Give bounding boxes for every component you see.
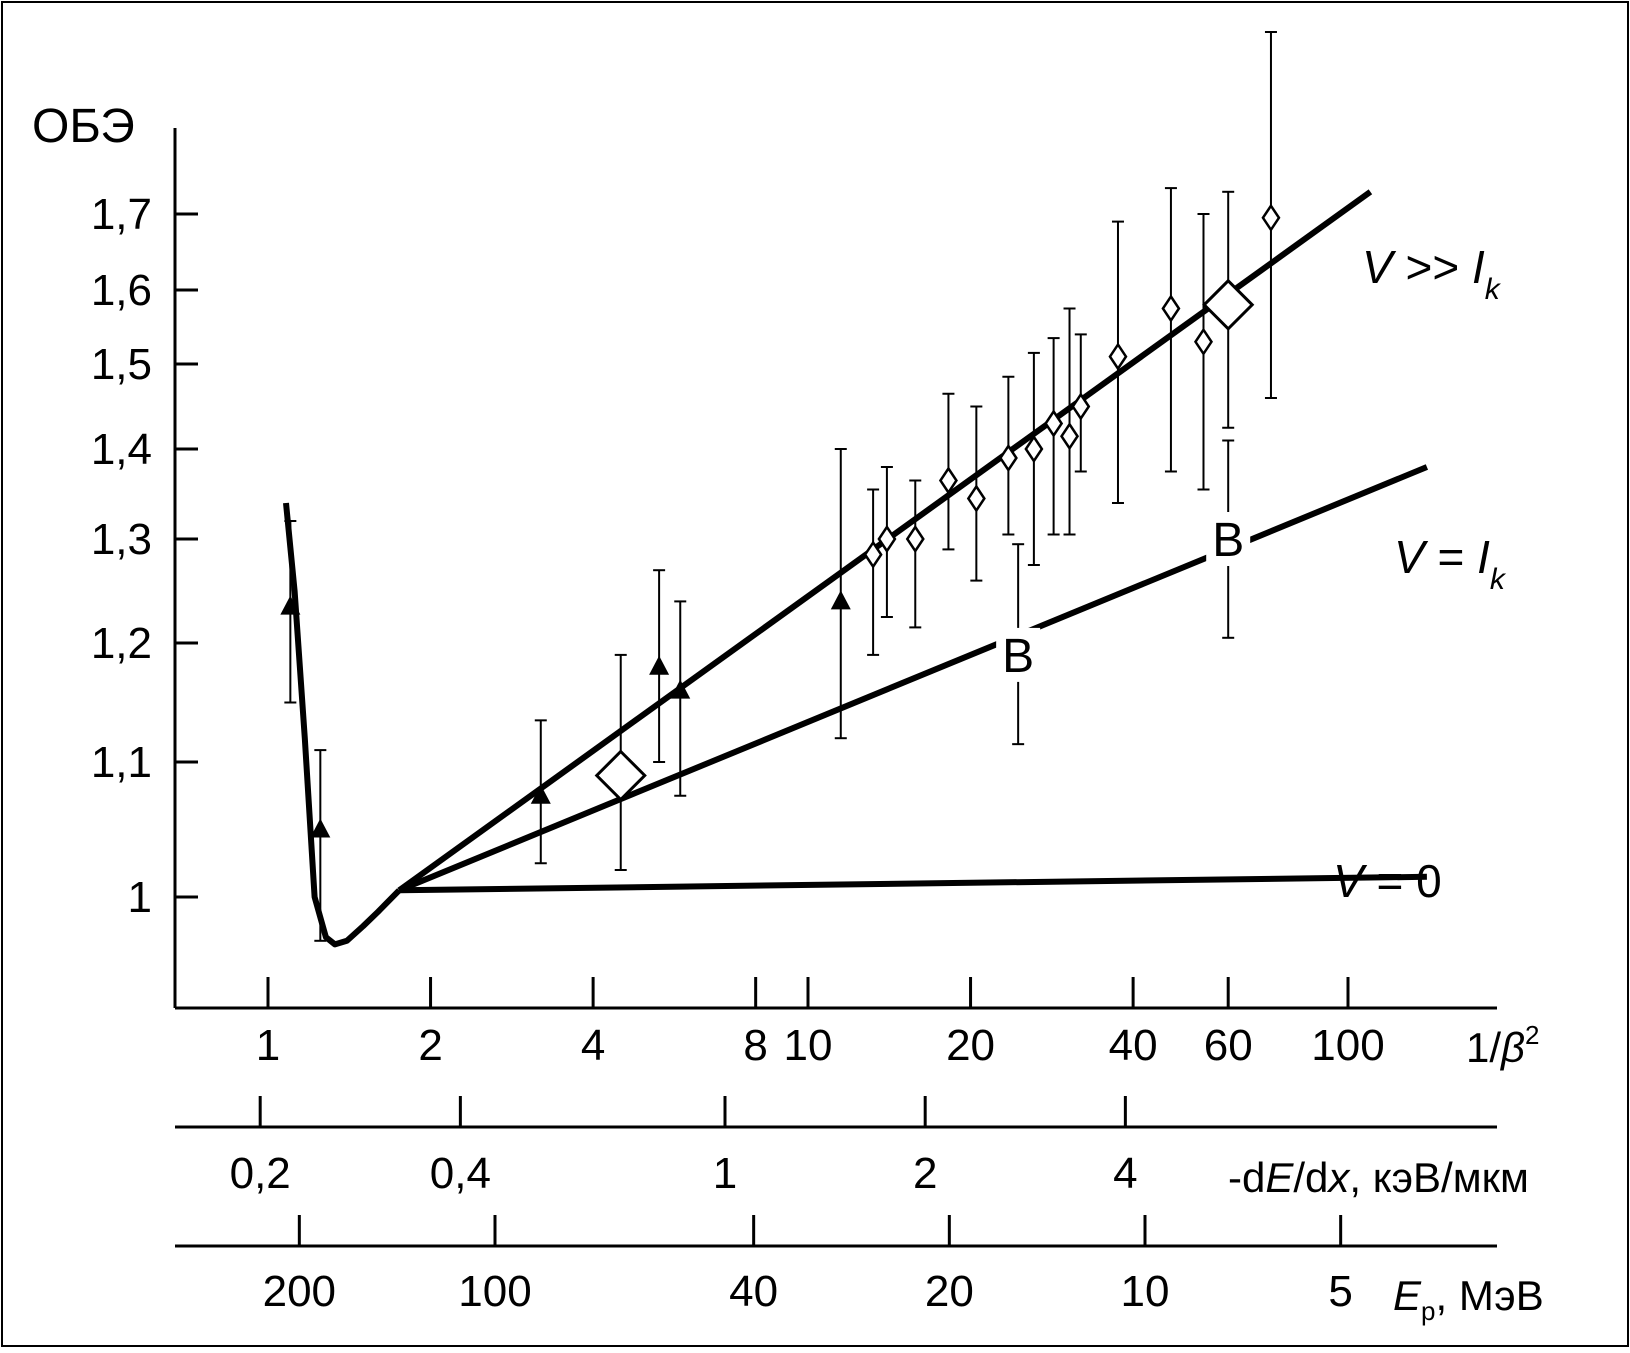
large-diamond-point bbox=[594, 749, 647, 802]
diamond-point bbox=[905, 524, 925, 554]
curve-label-part: V bbox=[1362, 241, 1397, 293]
axis-label-inv-beta2-sup: 2 bbox=[1525, 1020, 1539, 1050]
y-tick-label: 1,7 bbox=[91, 190, 152, 239]
triangle-point bbox=[670, 679, 691, 699]
x-tick-label: 2 bbox=[913, 1149, 937, 1198]
axis-label-dedx-part: /d bbox=[1293, 1154, 1328, 1201]
x-ticks: 1 2 4 8 10 20 40 60 100 0,2 0,4 1 2 4 200 100 40 20 10 5 bbox=[230, 977, 1385, 1316]
x-tick-label: 10 bbox=[1121, 1267, 1170, 1316]
axis-label-inv-beta2-symbol: β bbox=[1499, 1024, 1525, 1071]
x-tick-label: 100 bbox=[1311, 1021, 1384, 1070]
curve-line bbox=[398, 464, 1429, 894]
x-tick-label: 1 bbox=[256, 1021, 280, 1070]
x-tick-label: 4 bbox=[581, 1021, 605, 1070]
diamond-point bbox=[1261, 203, 1281, 233]
b-marker-bg bbox=[996, 627, 1041, 682]
x-tick-label: 8 bbox=[743, 1021, 767, 1070]
diamond-point bbox=[938, 466, 958, 495]
triangle-point bbox=[530, 784, 551, 804]
x-tick-label: 60 bbox=[1204, 1021, 1253, 1070]
curve-label-v-eq-0: V = 0 bbox=[1333, 855, 1442, 907]
x-tick-label: 0,4 bbox=[430, 1149, 491, 1198]
axis-label-dedx-unit: , кэВ/мкм bbox=[1349, 1154, 1528, 1201]
diamond-point bbox=[966, 484, 986, 513]
triangle-point bbox=[280, 595, 301, 615]
axis-label-dedx-part: -d bbox=[1228, 1154, 1265, 1201]
curve-low-energy bbox=[283, 502, 402, 948]
curve-label-part: = 0 bbox=[1364, 855, 1442, 907]
b-marker-label: B bbox=[1212, 514, 1244, 567]
large-diamond-point bbox=[1202, 278, 1255, 331]
curve-label-part: I bbox=[1472, 241, 1485, 293]
diamond-point bbox=[1044, 409, 1064, 438]
axis-label-dedx-symbol: E bbox=[1265, 1154, 1294, 1201]
diamond-point bbox=[1024, 434, 1044, 464]
curve-label-part: = bbox=[1425, 531, 1477, 583]
x-tick-label: 10 bbox=[784, 1021, 833, 1070]
x-tick-label: 200 bbox=[263, 1267, 336, 1316]
curve-line bbox=[399, 873, 1427, 894]
x-tick-label: 2 bbox=[418, 1021, 442, 1070]
b-marker-label: B bbox=[1002, 630, 1034, 683]
axis-label-ep-symbol: E bbox=[1393, 1272, 1422, 1319]
diamond-point bbox=[863, 540, 883, 569]
diamond-point bbox=[1108, 342, 1128, 371]
x-tick-label: 40 bbox=[1109, 1021, 1158, 1070]
y-tick-label: 1,3 bbox=[91, 515, 152, 564]
y-axis-label: ОБЭ bbox=[32, 100, 135, 153]
x-tick-label: 4 bbox=[1113, 1149, 1137, 1198]
x-tick-label: 1 bbox=[713, 1149, 737, 1198]
y-tick-label: 1 bbox=[128, 873, 152, 922]
y-tick-label: 1,2 bbox=[91, 619, 152, 668]
x-tick-label: 20 bbox=[925, 1267, 974, 1316]
axis-label-ep: Eр, МэВ bbox=[1393, 1272, 1544, 1326]
x-tick-label: 0,2 bbox=[230, 1149, 291, 1198]
curve-label-v-gg-ik: V >> Ik bbox=[1362, 241, 1502, 306]
curve-label-part: V bbox=[1333, 855, 1368, 907]
y-tick-label: 1,1 bbox=[91, 738, 152, 787]
diamond-point bbox=[1161, 294, 1181, 323]
b-markers: BB bbox=[996, 512, 1251, 683]
y-tick-label: 1,4 bbox=[91, 425, 152, 474]
triangle-point bbox=[310, 818, 331, 838]
y-ticks: 1 1,1 1,2 1,3 1,4 1,5 1,6 1,7 bbox=[91, 190, 198, 922]
x-tick-label: 20 bbox=[946, 1021, 995, 1070]
triangle-point bbox=[649, 655, 670, 675]
diamond-point bbox=[877, 524, 897, 554]
curve-label-sub: k bbox=[1485, 273, 1502, 306]
curve-label-part: >> bbox=[1393, 241, 1472, 293]
curve-label-sub: k bbox=[1490, 563, 1507, 596]
axis-label-inv-beta2: 1/β2 bbox=[1466, 1020, 1540, 1071]
axis-label-ep-unit: , МэВ bbox=[1435, 1272, 1543, 1319]
axis-label-ep-sub: р bbox=[1421, 1296, 1435, 1326]
x-tick-label: 5 bbox=[1328, 1267, 1352, 1316]
diamond-point bbox=[998, 443, 1018, 473]
y-tick-label: 1,5 bbox=[91, 340, 152, 389]
x-tick-label: 100 bbox=[458, 1267, 531, 1316]
x-tick-label: 40 bbox=[729, 1267, 778, 1316]
diamond-point bbox=[1193, 327, 1213, 357]
y-tick-label: 1,6 bbox=[91, 266, 152, 315]
triangle-point bbox=[830, 590, 851, 610]
diamond-point bbox=[1060, 421, 1080, 451]
curve-label-part: V bbox=[1394, 531, 1429, 583]
curve-label-v-eq-ik: V = Ik bbox=[1394, 531, 1507, 596]
axis-label-inv-beta2-part: 1/ bbox=[1466, 1024, 1501, 1071]
axis-label-dedx-symbol: x bbox=[1326, 1154, 1351, 1201]
curve-label-part: I bbox=[1477, 531, 1490, 583]
axis-label-dedx: -dE/dx, кэВ/мкм bbox=[1228, 1154, 1529, 1201]
b-marker-bg bbox=[1206, 512, 1251, 566]
diamond-point bbox=[1071, 392, 1091, 421]
